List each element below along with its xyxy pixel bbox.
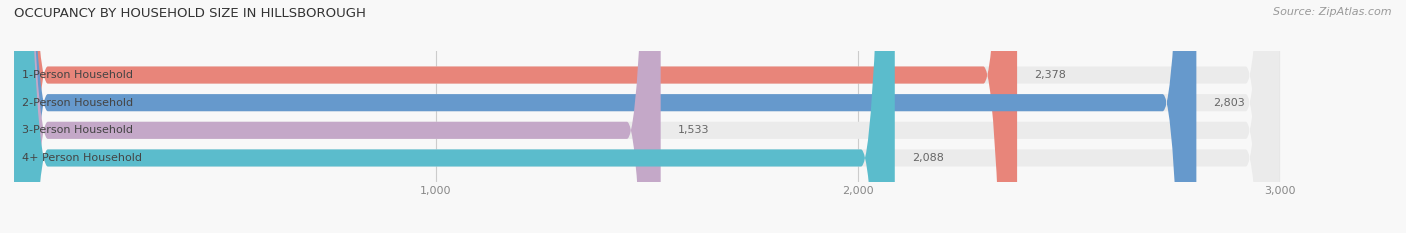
Text: 2-Person Household: 2-Person Household <box>21 98 132 108</box>
Text: 1-Person Household: 1-Person Household <box>21 70 132 80</box>
Text: OCCUPANCY BY HOUSEHOLD SIZE IN HILLSBOROUGH: OCCUPANCY BY HOUSEHOLD SIZE IN HILLSBORO… <box>14 7 366 20</box>
FancyBboxPatch shape <box>14 0 1279 233</box>
Text: 2,803: 2,803 <box>1213 98 1244 108</box>
FancyBboxPatch shape <box>14 0 1197 233</box>
FancyBboxPatch shape <box>14 0 1017 233</box>
FancyBboxPatch shape <box>14 0 894 233</box>
FancyBboxPatch shape <box>14 0 1279 233</box>
FancyBboxPatch shape <box>14 0 1279 233</box>
Text: 4+ Person Household: 4+ Person Household <box>21 153 142 163</box>
Text: 2,378: 2,378 <box>1033 70 1066 80</box>
Text: Source: ZipAtlas.com: Source: ZipAtlas.com <box>1274 7 1392 17</box>
Text: 2,088: 2,088 <box>911 153 943 163</box>
FancyBboxPatch shape <box>14 0 661 233</box>
Text: 3-Person Household: 3-Person Household <box>21 125 132 135</box>
Text: 1,533: 1,533 <box>678 125 709 135</box>
FancyBboxPatch shape <box>14 0 1279 233</box>
